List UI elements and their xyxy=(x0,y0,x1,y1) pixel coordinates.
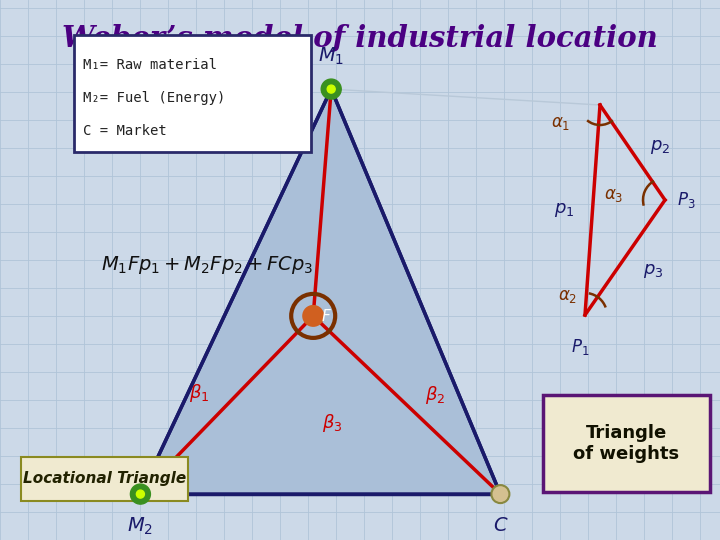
Text: $P_3$: $P_3$ xyxy=(677,190,696,210)
Circle shape xyxy=(136,490,145,498)
Text: $\mathit{M_2}$: $\mathit{M_2}$ xyxy=(127,516,153,537)
Text: M₂= Fuel (Energy): M₂= Fuel (Energy) xyxy=(83,91,225,105)
Text: $\beta_3$: $\beta_3$ xyxy=(322,412,342,434)
Text: $P_1$: $P_1$ xyxy=(571,337,589,357)
Text: Weber’s model of industrial location: Weber’s model of industrial location xyxy=(62,24,658,53)
Text: Locational Triangle: Locational Triangle xyxy=(23,471,186,486)
Text: $\alpha_2$: $\alpha_2$ xyxy=(558,287,577,305)
Text: $\mathit{F}$: $\mathit{F}$ xyxy=(321,308,332,324)
Text: $\beta_1$: $\beta_1$ xyxy=(189,382,209,404)
Text: $p_3$: $p_3$ xyxy=(643,262,663,280)
Text: $p_2$: $p_2$ xyxy=(650,138,671,157)
Circle shape xyxy=(321,79,341,99)
Polygon shape xyxy=(140,89,500,494)
Text: $\alpha_1$: $\alpha_1$ xyxy=(551,114,570,132)
Circle shape xyxy=(302,305,324,327)
Text: $\beta_2$: $\beta_2$ xyxy=(425,384,445,406)
Text: $M_1Fp_1 + M_2Fp_2 + FCp_3$: $M_1Fp_1 + M_2Fp_2 + FCp_3$ xyxy=(101,254,313,276)
FancyBboxPatch shape xyxy=(543,395,710,492)
Text: $\mathit{C}$: $\mathit{C}$ xyxy=(492,516,508,535)
Circle shape xyxy=(491,485,510,503)
FancyBboxPatch shape xyxy=(21,456,188,501)
Circle shape xyxy=(130,484,150,504)
Text: M₁= Raw material: M₁= Raw material xyxy=(83,58,217,72)
Text: Triangle
of weights: Triangle of weights xyxy=(573,424,679,463)
FancyBboxPatch shape xyxy=(74,35,311,152)
Text: C = Market: C = Market xyxy=(83,124,167,138)
Circle shape xyxy=(327,85,336,93)
Text: $p_1$: $p_1$ xyxy=(554,201,575,219)
Text: $\mathit{M_1}$: $\mathit{M_1}$ xyxy=(318,46,344,67)
Text: $\alpha_3$: $\alpha_3$ xyxy=(603,186,623,204)
